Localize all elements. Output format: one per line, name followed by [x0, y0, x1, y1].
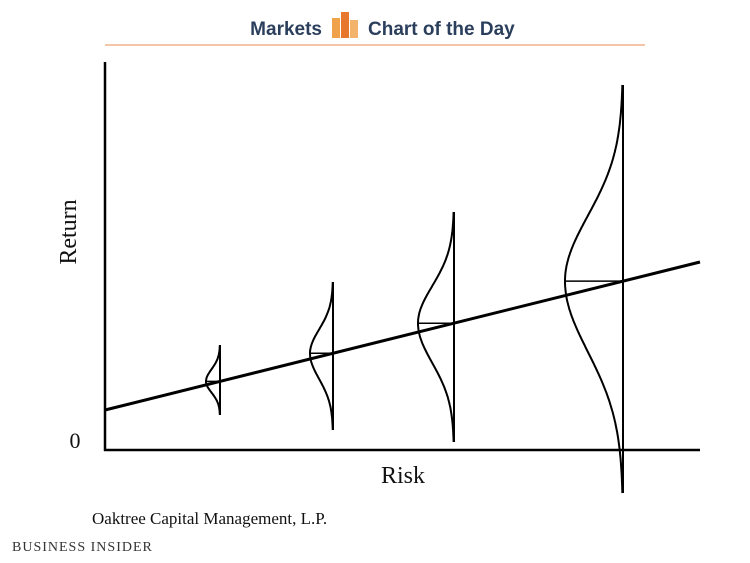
distribution-curve: [205, 345, 221, 415]
x-axis-label: Risk: [381, 463, 425, 489]
header-icon: [332, 12, 358, 38]
distribution-curve: [309, 282, 334, 430]
distribution-curve: [564, 84, 624, 494]
source: Oaktree Capital Management, L.P.: [92, 509, 327, 528]
y-axis-label: Return: [56, 199, 82, 264]
header-right: Chart of the Day: [368, 19, 515, 40]
distribution-curve: [417, 212, 455, 442]
header-left: Markets: [250, 19, 322, 40]
capital-market-line: [104, 260, 701, 412]
brand: BUSINESS INSIDER: [12, 540, 153, 555]
diagram: [103, 62, 701, 494]
origin-label: 0: [70, 428, 81, 453]
